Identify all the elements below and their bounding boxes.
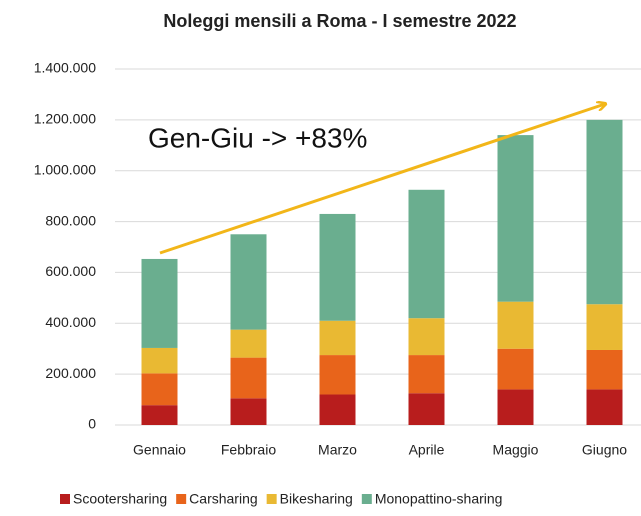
legend-label: Scootersharing <box>73 491 167 507</box>
chart-title: Noleggi mensili a Roma - I semestre 2022 <box>163 11 516 31</box>
bar-segment <box>497 389 534 425</box>
annotation: Gen-Giu -> +83% <box>148 122 367 153</box>
bar-segment <box>319 355 356 395</box>
bar-segment <box>141 405 178 425</box>
legend-swatch <box>176 494 187 504</box>
y-tick-label: 800.000 <box>45 212 96 228</box>
bar-segment <box>230 234 267 330</box>
legend-swatch <box>361 494 372 504</box>
legend-swatch <box>266 494 277 504</box>
bar-segment <box>586 119 623 305</box>
bar-segment <box>497 135 534 302</box>
bar-segment <box>408 393 445 425</box>
legend-label: Carsharing <box>189 491 257 507</box>
x-tick-label: Febbraio <box>221 442 276 458</box>
y-tick-label: 400.000 <box>45 314 96 330</box>
legend-swatch <box>60 494 70 504</box>
y-tick-label: 200.000 <box>45 365 96 381</box>
bar-segment <box>319 213 356 321</box>
bar-segment <box>586 304 623 350</box>
bar-segment <box>586 349 623 390</box>
bar-segment <box>408 189 445 319</box>
bar-segment <box>497 301 534 349</box>
y-tick-label: 600.000 <box>45 263 96 279</box>
bar-segment <box>141 373 178 406</box>
y-tick-label: 0 <box>88 416 96 432</box>
trend-arrow <box>159 104 605 255</box>
legend-label: Monopattino-sharing <box>375 491 503 507</box>
bar-segment <box>230 357 267 399</box>
x-tick-label: Gennaio <box>133 442 186 458</box>
y-tick-label: 1.400.000 <box>34 60 96 76</box>
bar-segment <box>586 389 623 425</box>
legend-label: Bikesharing <box>280 491 353 507</box>
y-tick-label: 1.200.000 <box>34 111 96 127</box>
bar-segment <box>141 258 178 348</box>
bar-segment <box>408 318 445 356</box>
x-tick-label: Maggio <box>493 442 539 458</box>
bar-segment <box>319 394 356 425</box>
y-tick-label: 1.000.000 <box>34 161 96 177</box>
bar-segment <box>141 347 178 374</box>
x-tick-label: Aprile <box>409 442 445 458</box>
bar-segment <box>319 320 356 356</box>
bar-segment <box>497 348 534 390</box>
bar-segment <box>230 329 267 358</box>
x-tick-label: Giugno <box>582 442 627 458</box>
bar-segment <box>230 398 267 425</box>
bar-segment <box>408 355 445 394</box>
x-tick-label: Marzo <box>318 442 357 458</box>
